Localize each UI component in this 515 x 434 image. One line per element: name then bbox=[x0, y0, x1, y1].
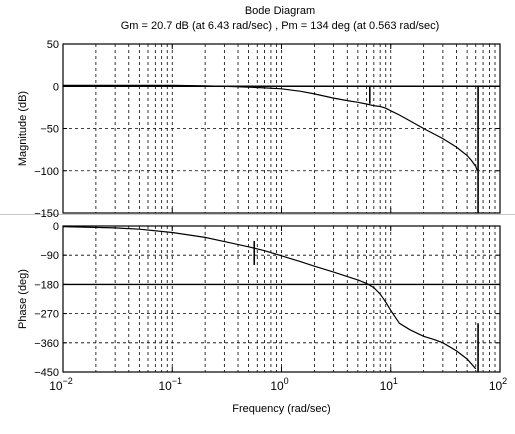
y-axis-label: Phase (deg) bbox=[17, 269, 29, 329]
plot-frame bbox=[62, 225, 501, 373]
y-tick-label: −50 bbox=[40, 124, 59, 136]
panel-magnitude: 50 0 −50 −100 −150 Magnitude (dB) bbox=[17, 39, 501, 220]
y-tick-label: 0 bbox=[53, 81, 59, 93]
panel-phase: 0 −90 −180 −270 −360 −450 Phase (deg) 10−2 10−1 1… bbox=[17, 221, 507, 415]
y-tick-label: −180 bbox=[34, 279, 59, 291]
x-tick-label: 10−2 bbox=[49, 376, 73, 393]
chart-subtitle: Gm = 20.7 dB (at 6.43 rad/sec) , Pm = 13… bbox=[120, 20, 440, 32]
x-tick-label: 102 bbox=[489, 376, 507, 393]
y-tick-label: 0 bbox=[53, 221, 59, 233]
y-tick-label: −100 bbox=[34, 166, 59, 178]
y-axis-label: Magnitude (dB) bbox=[17, 91, 29, 166]
y-tick-label: −360 bbox=[34, 338, 59, 350]
x-tick-label: 100 bbox=[270, 376, 288, 393]
x-tick-label: 101 bbox=[380, 376, 398, 393]
y-tick-label: −150 bbox=[34, 208, 59, 220]
y-tick-label: 50 bbox=[47, 39, 59, 51]
plot-frame bbox=[62, 43, 501, 214]
y-tick-label: −270 bbox=[34, 309, 59, 321]
y-tick-label: −90 bbox=[40, 250, 59, 262]
panel-separator bbox=[0, 214, 515, 215]
chart-title: Bode Diagram bbox=[244, 5, 316, 17]
series-line bbox=[63, 84, 478, 171]
series-line bbox=[62, 226, 477, 370]
y-tick-label: −450 bbox=[34, 367, 59, 379]
x-tick-label: 10−1 bbox=[158, 376, 182, 393]
x-axis-label: Frequency (rad/sec) bbox=[232, 403, 330, 415]
